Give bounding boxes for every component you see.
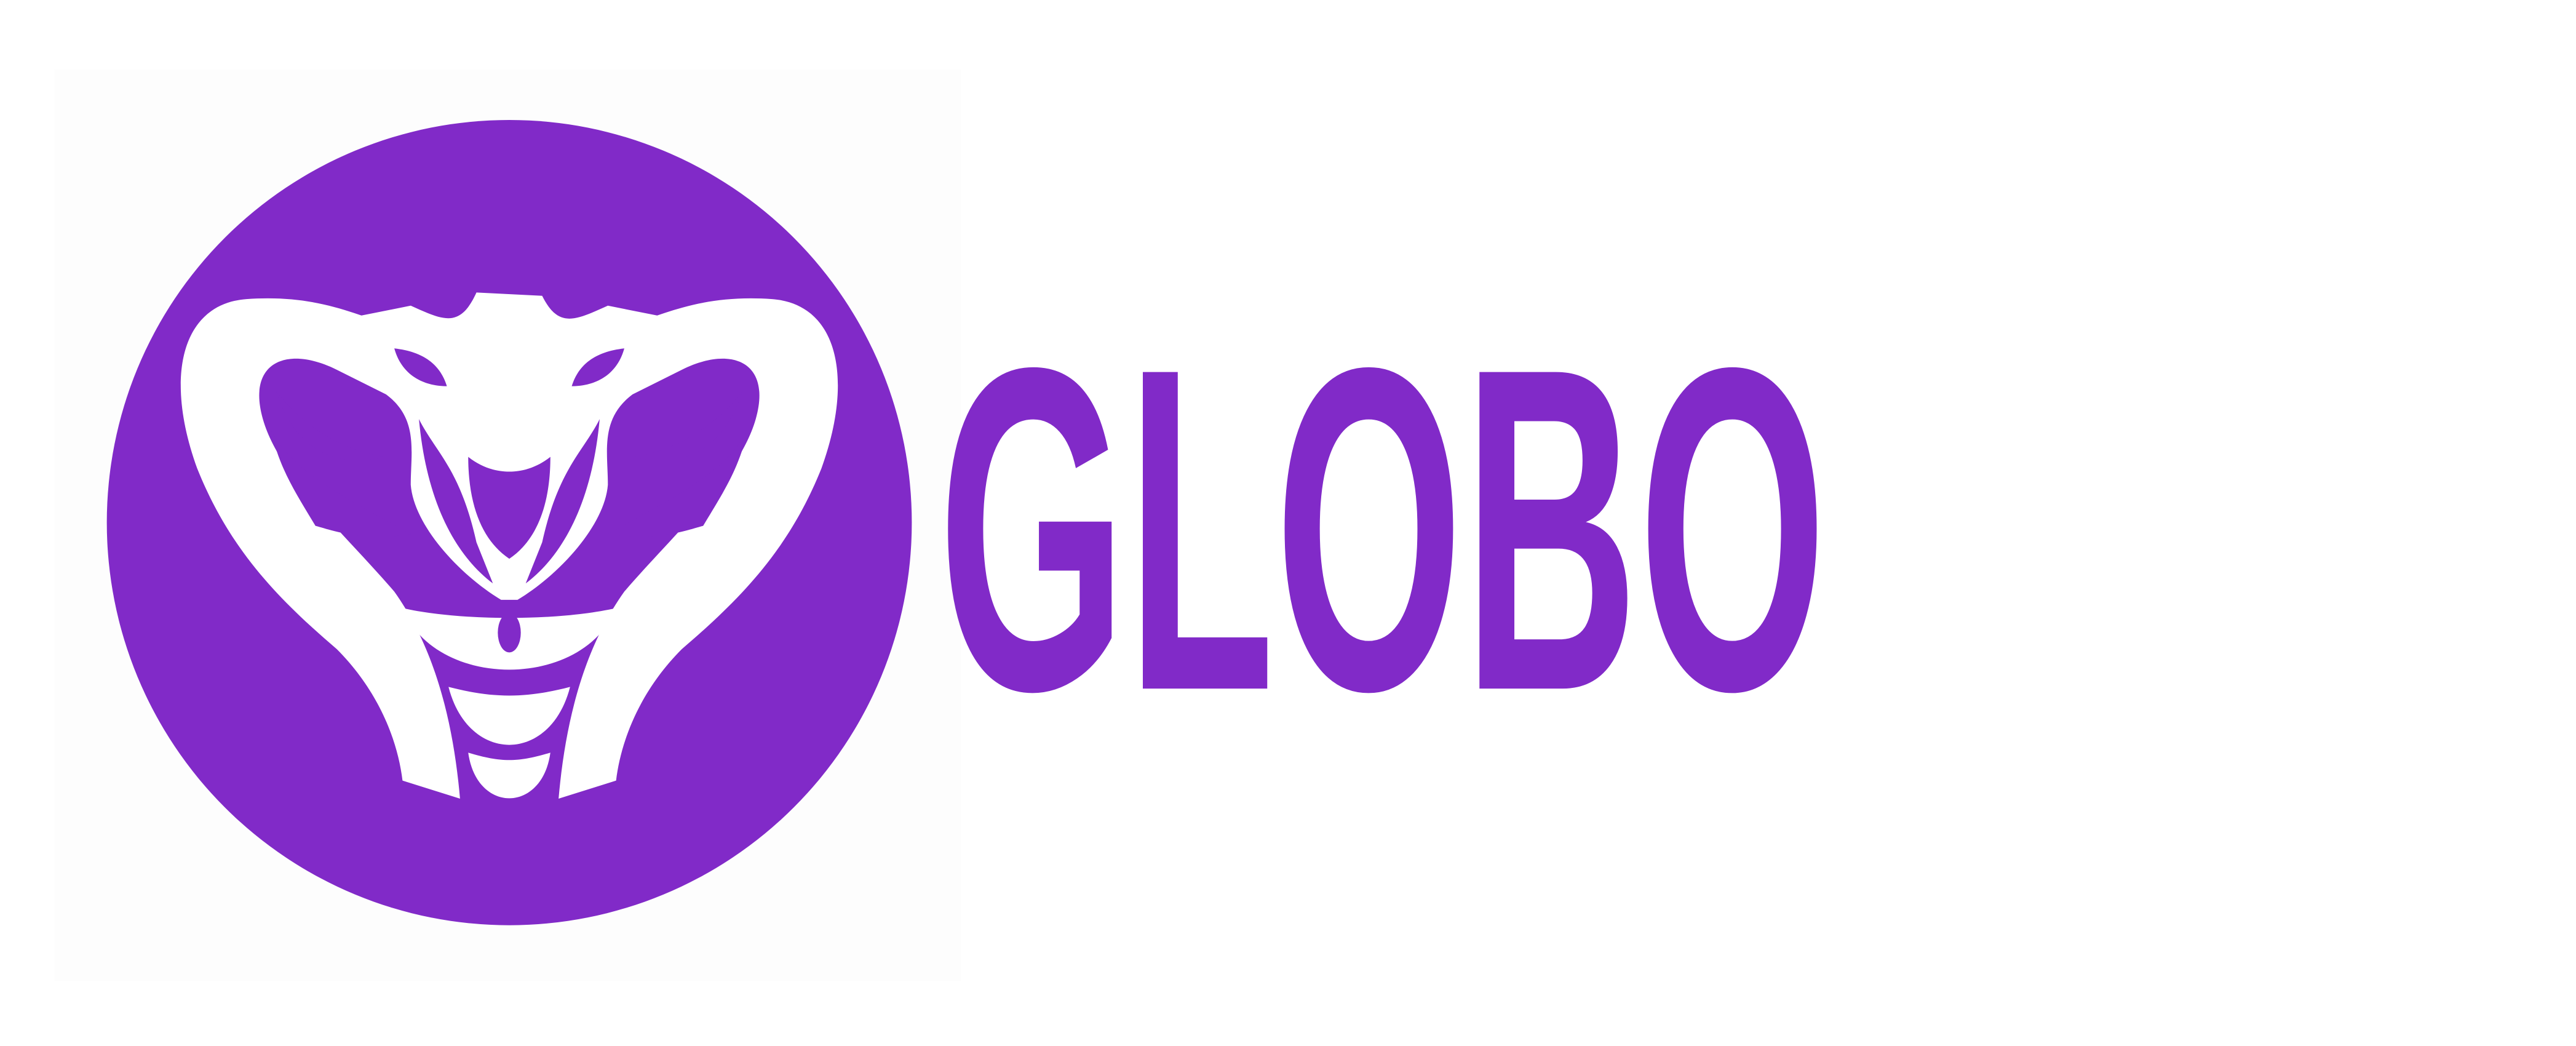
cobra-marking [525, 419, 600, 584]
cobra-marking [271, 430, 411, 537]
cobra-marking [419, 419, 493, 584]
brand-name: GLOBO [938, 273, 1827, 786]
cobra-scale [468, 753, 551, 799]
cobra-emblem [106, 119, 912, 925]
cobra-marking [608, 430, 748, 537]
cobra-eye [394, 348, 447, 386]
cobra-scale [448, 687, 570, 745]
cobra-eye [571, 348, 624, 386]
cobra-marking [276, 391, 386, 461]
cobra-marking [632, 391, 743, 461]
cobra-mouth [468, 457, 551, 559]
cobra-marking [498, 613, 521, 653]
